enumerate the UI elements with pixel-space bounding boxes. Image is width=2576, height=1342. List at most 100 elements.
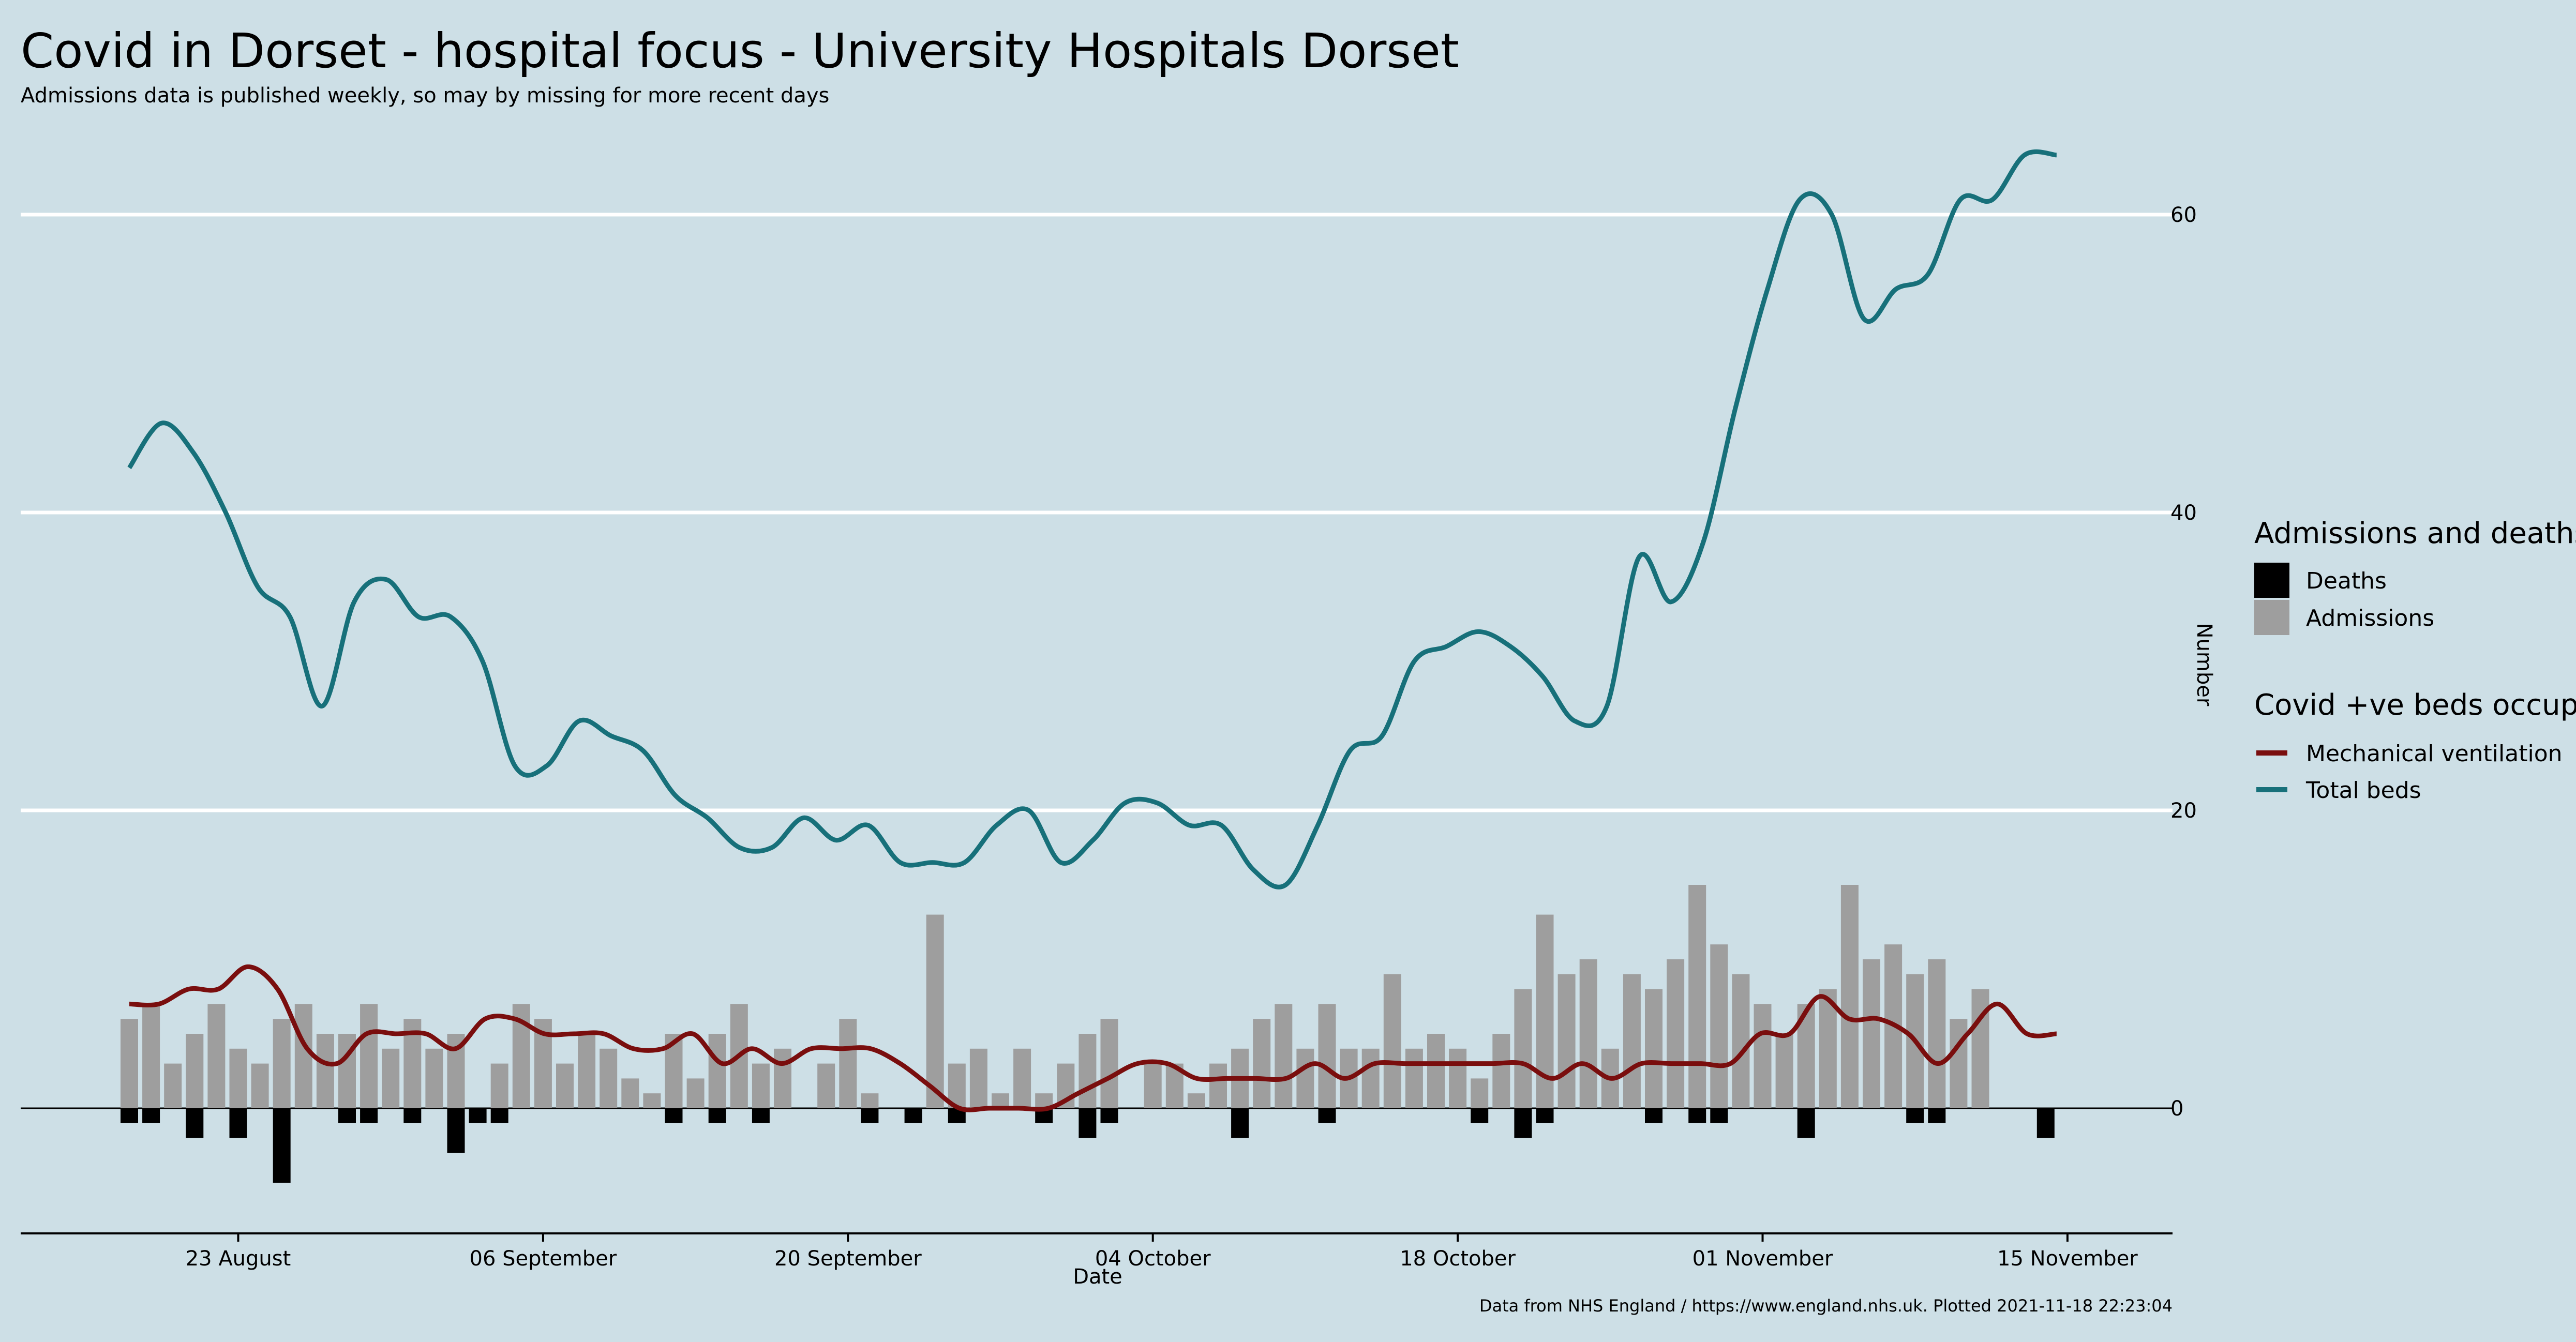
legend-title-beds: Covid +ve beds occupied [2254, 688, 2576, 722]
x-axis-title: Date [1073, 1265, 1122, 1289]
admissions-bar [992, 1093, 1009, 1108]
admissions-bar [186, 1034, 204, 1108]
admissions-bar [752, 1063, 770, 1108]
admissions-bar [578, 1034, 596, 1108]
deaths-bar [1688, 1108, 1706, 1123]
admissions-bar [1514, 989, 1532, 1108]
admissions-bar [382, 1048, 400, 1108]
x-tick-label: 15 November [1997, 1247, 2138, 1271]
admissions-bar [1819, 989, 1837, 1108]
deaths-bar [1710, 1108, 1728, 1123]
y-tick-label: 20 [2170, 799, 2197, 823]
deaths-bar [1079, 1108, 1097, 1138]
deaths-bar [904, 1108, 922, 1123]
y-tick-label: 40 [2170, 501, 2197, 525]
x-tick-label: 04 October [1095, 1247, 1211, 1271]
admissions-bar [1144, 1063, 1162, 1108]
deaths-bar [273, 1108, 291, 1183]
admissions-bar [1187, 1093, 1205, 1108]
chart-subtitle: Admissions data is published weekly, so … [21, 84, 829, 108]
admissions-bar [1296, 1048, 1314, 1108]
admissions-bar [294, 1004, 312, 1108]
deaths-bar [338, 1108, 356, 1123]
deaths-bar [752, 1108, 770, 1123]
admissions-bar [273, 1019, 291, 1108]
admissions-bar [1100, 1019, 1118, 1108]
legend-swatch-deaths [2254, 563, 2289, 598]
deaths-bar [1928, 1108, 1946, 1123]
deaths-bar [708, 1108, 726, 1123]
caption: Data from NHS England / https://www.engl… [1479, 1296, 2173, 1316]
admissions-bar [708, 1034, 726, 1108]
admissions-bar [1405, 1048, 1423, 1108]
deaths-bar [469, 1108, 487, 1123]
deaths-bar [1797, 1108, 1815, 1138]
x-tick-label: 20 September [774, 1247, 922, 1271]
admissions-bar [1710, 944, 1728, 1108]
deaths-bar [447, 1108, 465, 1153]
x-tick-label: 23 August [186, 1247, 291, 1271]
admissions-bar [1732, 974, 1750, 1108]
admissions-bar [1492, 1034, 1510, 1108]
admissions-bar [1471, 1078, 1489, 1108]
deaths-bar [1471, 1108, 1489, 1123]
admissions-bar [600, 1048, 618, 1108]
deaths-bar [1536, 1108, 1554, 1123]
admissions-bar [861, 1093, 879, 1108]
legend-label-admissions: Admissions [2306, 605, 2434, 631]
admissions-bar [1863, 959, 1880, 1108]
deaths-bar [229, 1108, 247, 1138]
admissions-bar [1667, 959, 1685, 1108]
deaths-bar [861, 1108, 879, 1123]
ventilation-line [129, 964, 2057, 1112]
admissions-bar [1623, 974, 1641, 1108]
admissions-bar [1318, 1004, 1336, 1108]
deaths-bar [490, 1108, 508, 1123]
admissions-bar [1754, 1004, 1772, 1108]
chart-title: Covid in Dorset - hospital focus - Unive… [21, 23, 1459, 79]
deaths-bar [360, 1108, 378, 1123]
admissions-bar [360, 1004, 378, 1108]
deaths-bar [1906, 1108, 1924, 1123]
admissions-bar [1645, 989, 1663, 1108]
admissions-bar [1579, 959, 1597, 1108]
deaths-bar [2036, 1108, 2055, 1138]
admissions-bar [1928, 959, 1946, 1108]
deaths-bar [1514, 1108, 1532, 1138]
admissions-bar [142, 1004, 160, 1108]
admissions-bar [817, 1063, 835, 1108]
admissions-bar [1253, 1019, 1271, 1108]
x-tick-label: 18 October [1400, 1247, 1516, 1271]
admissions-bar [425, 1048, 443, 1108]
x-tick-label: 06 September [470, 1247, 617, 1271]
admissions-bar [164, 1063, 182, 1108]
admissions-bar [926, 914, 944, 1108]
admissions-bar [121, 1019, 138, 1108]
deaths-bar [1645, 1108, 1663, 1123]
admissions-bar [839, 1019, 857, 1108]
admissions-bar [207, 1004, 226, 1108]
admissions-bar [1079, 1034, 1097, 1108]
admissions-bar [556, 1063, 574, 1108]
legend-swatch-admissions [2254, 600, 2289, 635]
admissions-bar [1427, 1034, 1445, 1108]
admissions-bar [490, 1063, 508, 1108]
admissions-bar [251, 1063, 269, 1108]
admissions-bar [1013, 1048, 1031, 1108]
bars-group [121, 885, 2055, 1183]
admissions-bar [1971, 989, 1989, 1108]
admissions-bar [1950, 1019, 1968, 1108]
admissions-bar [686, 1078, 705, 1108]
deaths-bar [121, 1108, 138, 1123]
legend: Admissions and deaths Deaths Admissions … [2254, 517, 2576, 804]
admissions-bar [1557, 974, 1576, 1108]
lines-group [127, 149, 2057, 1112]
total-beds-line [127, 149, 2057, 889]
deaths-bar [403, 1108, 422, 1123]
deaths-bar [1318, 1108, 1336, 1123]
x-tick-label: 01 November [1693, 1247, 1833, 1271]
admissions-bar [621, 1078, 639, 1108]
deaths-bar [1100, 1108, 1118, 1123]
deaths-bar [142, 1108, 160, 1123]
